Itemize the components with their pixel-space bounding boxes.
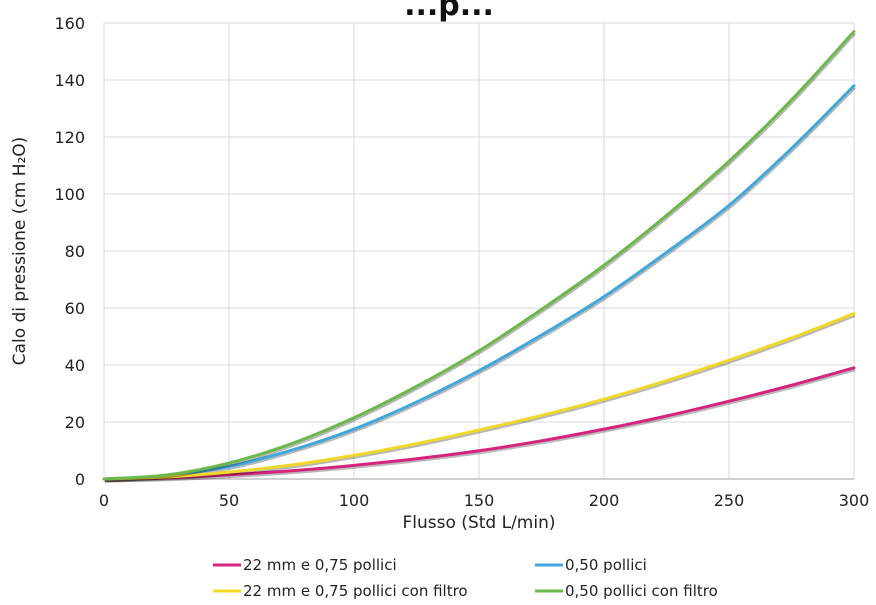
series-lines (102, 30, 856, 483)
series-line-shadow (104, 86, 856, 483)
y-tick-label: 100 (54, 185, 85, 204)
legend: 22 mm e 0,75 pollici 0,50 pollici 22 mm e … (213, 556, 718, 600)
x-tick-label: 250 (714, 491, 745, 510)
chart-title: ...p... (404, 0, 494, 23)
y-tick-label: 0 (75, 470, 85, 489)
legend-label: 0,50 pollici (565, 556, 647, 574)
y-tick-label: 80 (65, 242, 85, 261)
y-tick-label: 140 (54, 71, 85, 90)
x-tick-label: 150 (464, 491, 495, 510)
y-tick-label: 20 (65, 413, 85, 432)
series-line-shadow (104, 368, 856, 483)
y-tick-label: 160 (54, 14, 85, 33)
x-tick-label: 300 (839, 491, 870, 510)
series-line (102, 30, 856, 481)
legend-label: 22 mm e 0,75 pollici con filtro (243, 582, 468, 600)
tick-labels: 0 50 100 150 200 250 300 0 20 40 60 80 100 120 140 160 (54, 14, 869, 510)
x-tick-label: 200 (589, 491, 620, 510)
y-axis-label: Calo di pressione (cm H₂O) (10, 137, 30, 366)
y-tick-label: 120 (54, 128, 85, 147)
y-tick-label: 60 (65, 299, 85, 318)
series-line (102, 312, 856, 481)
series-line (102, 84, 856, 481)
legend-label: 0,50 pollici con filtro (565, 582, 718, 600)
x-tick-label: 100 (339, 491, 370, 510)
series-line (102, 366, 856, 481)
series-line-shadow (104, 32, 856, 483)
grid (103, 22, 855, 480)
x-tick-label: 50 (219, 491, 239, 510)
x-axis-label: Flusso (Std L/min) (403, 513, 556, 533)
x-tick-label: 0 (99, 491, 109, 510)
legend-label: 22 mm e 0,75 pollici (243, 556, 397, 574)
y-tick-label: 40 (65, 356, 85, 375)
series-line-shadow (104, 314, 856, 483)
